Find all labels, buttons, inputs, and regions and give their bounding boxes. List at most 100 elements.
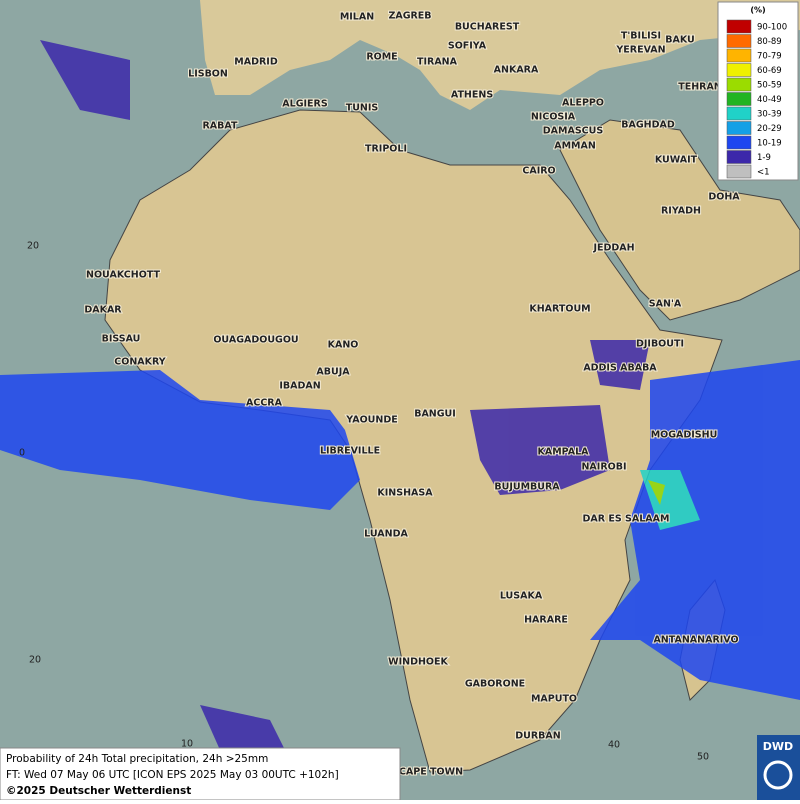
caption: Probability of 24h Total precipitation, …	[0, 747, 401, 801]
grid-labels: 20 0 20 10 40 50	[19, 241, 709, 763]
city-label: LUANDA	[364, 529, 408, 540]
city-label: KANO	[328, 340, 359, 351]
city-label: DAKAR	[84, 305, 122, 316]
city-label: KHARTOUM	[529, 304, 590, 315]
legend-title: (%)	[750, 6, 765, 15]
caption-box	[0, 747, 401, 801]
city-label: SAN'A	[649, 299, 682, 310]
grid-label: 40	[608, 740, 620, 751]
city-label: YAOUNDE	[345, 415, 397, 426]
legend-swatch	[726, 92, 752, 106]
city-label: DURBAN	[515, 731, 561, 742]
europe	[200, 0, 800, 110]
city-label: GABORONE	[465, 679, 525, 690]
city-label: WINDHOEK	[388, 657, 448, 668]
legend-swatch	[726, 77, 752, 92]
city-label: ANTANANARIVO	[653, 635, 738, 646]
city-label: DAR ES SALAAM	[583, 514, 670, 525]
city-label: DOHA	[708, 192, 740, 203]
city-label: ATHENS	[451, 90, 493, 101]
logo-text: DWD	[763, 740, 793, 753]
city-label: MILAN	[340, 12, 374, 23]
city-label: TUNIS	[346, 103, 379, 114]
legend-label: 50-59	[757, 81, 782, 91]
city-label: RIYADH	[661, 206, 701, 217]
logo: DWD	[757, 735, 800, 800]
city-label: DAMASCUS	[543, 126, 604, 137]
city-label: BISSAU	[102, 334, 141, 345]
city-label: ZAGREB	[388, 11, 431, 22]
legend-swatch	[726, 34, 752, 48]
city-label: ACCRA	[246, 398, 283, 409]
city-label: OUAGADOUGOU	[213, 335, 298, 346]
caption-line: Probability of 24h Total precipitation, …	[6, 753, 268, 765]
legend-swatch	[726, 150, 752, 164]
city-label: KINSHASA	[377, 488, 433, 499]
precipitation	[0, 40, 800, 760]
city-label: HARARE	[524, 615, 568, 626]
grid-label: 20	[29, 655, 41, 666]
city-label: MAPUTO	[531, 694, 577, 705]
city-label: BUCHAREST	[455, 22, 520, 33]
city-label: DJIBOUTI	[636, 339, 684, 350]
legend-label: 10-19	[757, 139, 782, 149]
city-label: IBADAN	[279, 381, 320, 392]
legend-swatch	[726, 121, 752, 135]
city-labels: MILAN ZAGREB BUCHAREST SOFIYA ROME TIRANA ANKA…	[83, 10, 741, 779]
city-label: RABAT	[202, 121, 238, 132]
city-label: MOGADISHU	[651, 430, 718, 441]
city-label: BAGHDAD	[621, 120, 675, 131]
legend-label: 20-29	[757, 124, 782, 134]
city-label: BAKU	[665, 35, 695, 46]
arabia	[559, 119, 800, 321]
legend-label: 30-39	[757, 110, 782, 120]
grid-label: 0	[19, 448, 25, 459]
logo-icon	[763, 760, 793, 790]
grid-label: 20	[27, 241, 39, 252]
city-label: CONAKRY	[114, 357, 166, 368]
legend-swatch	[726, 48, 752, 63]
legend-swatch	[726, 63, 752, 77]
city-label: ALEPPO	[562, 98, 604, 109]
city-label: KAMPALA	[537, 447, 589, 458]
city-label: KUWAIT	[655, 155, 698, 166]
grid-label: 10	[181, 739, 193, 750]
legend-label: 90-100	[757, 23, 787, 33]
city-label: TEHRAN	[678, 82, 722, 93]
legend: (%) 90-100 80-89 70-79 60-69 50-59 40-49 30-39…	[717, 1, 799, 181]
city-label: YEREVAN	[615, 45, 665, 56]
legend-label: 1-9	[757, 153, 771, 163]
city-label: TRIPOLI	[365, 144, 407, 155]
grid-label: 50	[697, 752, 709, 763]
caption-line: FT: Wed 07 May 06 UTC [ICON EPS 2025 May…	[6, 769, 339, 781]
city-label: CAIRO	[522, 166, 555, 177]
legend-label: <1	[757, 168, 770, 178]
legend-swatch	[726, 106, 752, 121]
caption-line: ©2025 Deutscher Wetterdienst	[6, 785, 191, 797]
city-label: JEDDAH	[592, 243, 634, 254]
legend-swatch	[726, 19, 752, 34]
city-label: ANKARA	[494, 65, 539, 76]
city-label: LISBON	[188, 69, 228, 80]
city-label: T'BILISI	[621, 31, 661, 42]
city-label: NICOSIA	[531, 112, 576, 123]
city-label: LIBREVILLE	[320, 446, 380, 457]
city-label: ABUJA	[316, 367, 350, 378]
city-label: AMMAN	[554, 141, 596, 152]
city-label: SOFIYA	[448, 41, 487, 52]
city-label: CAPE TOWN	[399, 767, 463, 778]
city-label: ADDIS ABABA	[583, 363, 657, 374]
city-label: ROME	[366, 52, 397, 63]
city-label: NAIROBI	[581, 462, 626, 473]
city-label: LUSAKA	[500, 591, 543, 602]
city-label: TIRANA	[417, 57, 458, 68]
legend-label: 40-49	[757, 95, 782, 105]
legend-label: 80-89	[757, 37, 782, 47]
legend-swatch	[726, 135, 752, 150]
legend-label: 60-69	[757, 66, 782, 76]
legend-swatch	[726, 164, 752, 179]
legend-label: 70-79	[757, 52, 782, 62]
city-label: NOUAKCHOTT	[86, 270, 160, 281]
city-label: BANGUI	[414, 409, 456, 420]
